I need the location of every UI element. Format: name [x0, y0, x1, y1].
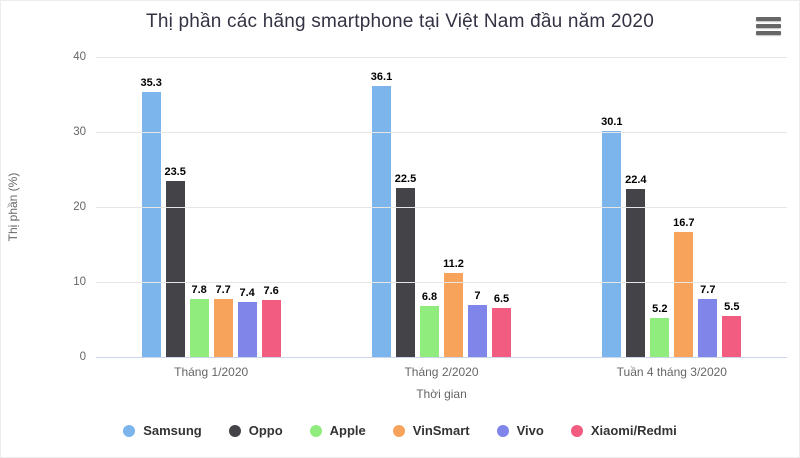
bar-xiaomi-redmi[interactable]: 7.6 [261, 285, 281, 357]
hamburger-bar [756, 17, 781, 21]
legend-label: Samsung [143, 423, 202, 438]
bar-value-label: 7.4 [239, 286, 255, 299]
bar-value-label: 5.5 [724, 300, 740, 313]
bar-xiaomi-redmi[interactable]: 5.5 [722, 301, 742, 357]
legend-marker-icon [228, 424, 241, 437]
bar-value-label: 22.4 [625, 174, 647, 186]
legend: Samsung Oppo Apple VinSmart Vivo Xiaomi/Redmi [1, 423, 799, 438]
bar-value-label: 16.7 [673, 216, 695, 229]
bar-samsung[interactable]: 35.3 [140, 77, 162, 357]
legend-item-xiaomi-redmi[interactable]: Xiaomi/Redmi [570, 423, 677, 438]
bar-value-label: 23.5 [164, 165, 186, 178]
x-tick-label: Tháng 2/2020 [404, 365, 479, 379]
bar-value-label: 6.8 [421, 291, 438, 303]
bar-groups: 35.3 23.5 7.8 7.7 7.4 7.6 36.1 22.5 6.8 11.2 7 6.5 3… [96, 57, 787, 357]
hamburger-bar [756, 24, 781, 28]
legend-item-oppo[interactable]: Oppo [228, 423, 283, 438]
bar-vivo[interactable]: 7.4 [237, 287, 257, 357]
x-axis-title: Thời gian [416, 387, 467, 401]
bar-apple[interactable]: 5.2 [650, 303, 670, 357]
y-tick-label: 30 [73, 126, 86, 138]
legend-item-samsung[interactable]: Samsung [123, 423, 202, 438]
bar-oppo[interactable]: 23.5 [164, 166, 186, 357]
bar-apple[interactable]: 7.8 [189, 284, 209, 357]
bar-value-label: 7 [474, 289, 481, 302]
bar-apple[interactable]: 6.8 [419, 291, 439, 357]
hamburger-bar [756, 31, 781, 35]
bar-samsung[interactable]: 30.1 [601, 116, 623, 357]
gridline [96, 132, 787, 133]
x-tick-label: Tháng 1/2020 [174, 365, 249, 379]
legend-label: VinSmart [412, 423, 470, 438]
bar-vinsmart[interactable]: 16.7 [673, 217, 695, 357]
gridline [96, 207, 787, 208]
legend-label: Xiaomi/Redmi [590, 423, 677, 438]
legend-label: Vivo [516, 423, 544, 438]
y-tick-label: 20 [73, 201, 86, 213]
bar-value-label: 35.3 [140, 77, 162, 90]
bar-group: 30.1 22.4 5.2 16.7 7.7 5.5 [557, 57, 787, 357]
legend-marker-icon [123, 424, 136, 437]
x-tick-label: Tuần 4 tháng 3/2020 [616, 365, 727, 379]
hamburger-menu-icon[interactable] [756, 14, 784, 38]
y-axis-labels: 0 10 20 30 40 [31, 51, 86, 363]
bar-vinsmart[interactable]: 7.7 [213, 284, 233, 357]
bar-vivo[interactable]: 7.7 [698, 284, 718, 357]
legend-marker-icon [392, 424, 405, 437]
bar-vinsmart[interactable]: 11.2 [443, 258, 464, 357]
plot-area: 35.3 23.5 7.8 7.7 7.4 7.6 36.1 22.5 6.8 11.2 7 6.5 3… [96, 57, 787, 358]
legend-label: Oppo [248, 423, 283, 438]
x-axis-line [96, 357, 787, 358]
bar-value-label: 22.5 [394, 173, 417, 186]
bar-value-label: 11.2 [443, 258, 464, 270]
legend-marker-icon [309, 424, 322, 437]
bar-value-label: 7.8 [191, 283, 207, 296]
legend-item-vivo[interactable]: Vivo [496, 423, 544, 438]
gridline [96, 57, 787, 58]
legend-label: Apple [329, 423, 366, 438]
y-tick-label: 0 [79, 351, 86, 363]
bar-oppo[interactable]: 22.4 [625, 174, 647, 357]
bar-value-label: 30.1 [601, 116, 623, 129]
legend-marker-icon [570, 424, 583, 437]
legend-marker-icon [496, 424, 509, 437]
bar-vivo[interactable]: 7 [467, 290, 487, 357]
y-axis-title: Thị phần (%) [6, 172, 20, 242]
bar-value-label: 36.1 [370, 71, 393, 84]
bar-group: 35.3 23.5 7.8 7.7 7.4 7.6 [96, 57, 326, 357]
x-axis-labels: Tháng 1/2020 Tháng 2/2020 Tuần 4 tháng 3/2… [96, 365, 787, 379]
legend-item-vinsmart[interactable]: VinSmart [392, 423, 470, 438]
bar-oppo[interactable]: 22.5 [395, 173, 416, 357]
legend-item-apple[interactable]: Apple [309, 423, 366, 438]
bar-xiaomi-redmi[interactable]: 6.5 [491, 293, 511, 357]
gridline [96, 282, 787, 283]
bar-samsung[interactable]: 36.1 [371, 71, 392, 357]
bar-value-label: 5.2 [652, 303, 668, 315]
bar-value-label: 7.6 [263, 285, 279, 297]
y-tick-label: 10 [73, 276, 86, 288]
y-tick-label: 40 [73, 51, 86, 63]
bar-value-label: 7.7 [700, 284, 716, 297]
bar-group: 36.1 22.5 6.8 11.2 7 6.5 [326, 57, 556, 357]
bar-value-label: 6.5 [493, 293, 510, 306]
chart-title: Thị phần các hãng smartphone tại Việt Na… [146, 11, 654, 32]
bar-value-label: 7.7 [215, 284, 231, 297]
